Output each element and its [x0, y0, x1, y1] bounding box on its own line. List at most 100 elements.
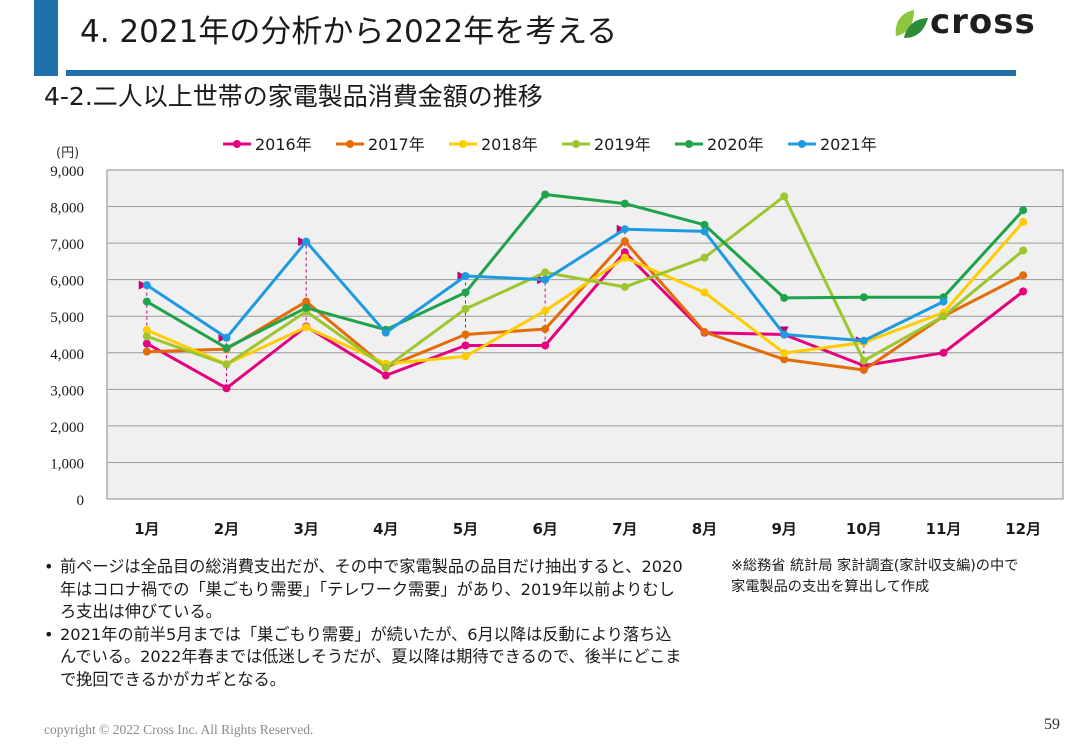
data-point [461, 341, 470, 350]
x-tick-label: 6月 [532, 520, 557, 538]
y-tick-label: 5,000 [50, 310, 84, 326]
data-point [461, 304, 470, 313]
legend-marker [798, 140, 806, 148]
logo-wordmark: cross [930, 2, 1036, 42]
data-point [222, 333, 231, 342]
legend-label: 2017年 [368, 135, 425, 154]
legend-label: 2021年 [820, 135, 877, 154]
data-point [381, 328, 390, 337]
leaf-logo-icon [895, 10, 928, 38]
bullet-note: 2021年の前半5月までは「巣ごもり需要」が続いたが、6月以降は反動により落ち込… [44, 624, 684, 692]
data-point [700, 220, 709, 229]
data-point [780, 293, 789, 302]
data-point [620, 225, 629, 234]
data-point [142, 281, 151, 290]
data-point [620, 199, 629, 208]
x-tick-label: 11月 [926, 520, 962, 538]
x-tick-label: 7月 [612, 520, 637, 538]
legend-marker [459, 140, 467, 148]
legend-label: 2018年 [481, 135, 538, 154]
plot-area [106, 169, 1064, 500]
data-point [142, 326, 151, 335]
data-point [142, 347, 151, 356]
data-point [620, 282, 629, 291]
x-tick-label: 12月 [1005, 520, 1041, 538]
data-point [302, 303, 311, 312]
data-point [541, 275, 550, 284]
title-accent-bar [34, 0, 58, 76]
data-point [939, 297, 948, 306]
data-point [302, 237, 311, 246]
data-point [859, 293, 868, 302]
y-tick-label: 1,000 [50, 456, 84, 472]
section-subtitle: 4-2.二人以上世帯の家電製品消費金額の推移 [44, 82, 543, 111]
data-point [1019, 206, 1028, 215]
series-line-2018年 [145, 220, 1025, 366]
data-point [222, 384, 231, 393]
y-tick-label: 4,000 [50, 347, 84, 363]
data-point [700, 227, 709, 236]
x-tick-label: 8月 [692, 520, 717, 538]
data-point [1019, 246, 1028, 255]
data-point [541, 341, 550, 350]
series-line-2020年 [145, 193, 1025, 350]
y-axis-unit-label: (円) [56, 146, 79, 161]
legend-label: 2020年 [707, 135, 764, 154]
x-tick-label: 9月 [771, 520, 796, 538]
data-point [859, 356, 868, 365]
data-point [461, 272, 470, 281]
data-point [541, 268, 550, 277]
legend-item: 2020年 [675, 135, 764, 154]
data-point [302, 297, 311, 306]
x-tick-label: 4月 [373, 520, 398, 538]
legend-marker [233, 140, 241, 148]
title-underline [66, 70, 1016, 76]
data-point [461, 288, 470, 297]
source-line: 家電製品の支出を算出して作成 [731, 579, 930, 595]
data-point [1019, 287, 1028, 296]
data-point [859, 336, 868, 345]
data-point [142, 332, 151, 341]
y-tick-label: 6,000 [50, 274, 84, 290]
data-point [222, 344, 231, 353]
commentary-bullets: 前ページは全品目の総消費支出だが、その中で家電製品の品目だけ抽出すると、2020… [44, 556, 684, 691]
y-tick-label: 3,000 [50, 383, 84, 399]
data-point [222, 360, 231, 369]
copyright: copyright © 2022 Cross Inc. All Rights R… [44, 722, 314, 737]
source-line: ※総務省 統計局 家計調査(家計収支編)の中で [731, 558, 1019, 574]
x-tick-label: 5月 [453, 520, 478, 538]
data-point [780, 330, 789, 339]
household-appliance-spending-chart: 2016年 2017年 2018年 2019年 2020年 2021年 (円) 0 1,00… [50, 135, 1064, 538]
data-point [700, 327, 709, 336]
x-tick-label: 1月 [134, 520, 159, 538]
series-line-2019年 [145, 194, 1025, 369]
data-point [142, 297, 151, 306]
y-tick-label: 7,000 [50, 237, 84, 253]
x-tick-label: 3月 [293, 520, 318, 538]
data-point [620, 253, 629, 262]
data-point [620, 248, 629, 257]
data-point [381, 371, 390, 380]
data-point [381, 363, 390, 372]
y-tick-label: 0 [77, 493, 85, 509]
data-point [620, 237, 629, 246]
legend-marker [685, 140, 693, 148]
legend-label: 2019年 [594, 135, 651, 154]
page-number: 59 [1044, 716, 1060, 733]
data-point [541, 306, 550, 315]
bullet-note: 前ページは全品目の総消費支出だが、その中で家電製品の品目だけ抽出すると、2020… [44, 556, 684, 624]
x-tick-label: 10月 [846, 520, 882, 538]
legend-item: 2019年 [562, 135, 651, 154]
data-point [461, 352, 470, 361]
data-point [142, 339, 151, 348]
data-point [541, 190, 550, 199]
legend-marker [572, 140, 580, 148]
legend-item: 2021年 [788, 135, 877, 154]
data-point [302, 323, 311, 332]
legend-marker [346, 140, 354, 148]
y-tick-label: 9,000 [50, 164, 84, 180]
data-point [780, 355, 789, 364]
data-point [939, 312, 948, 321]
y-tick-label: 8,000 [50, 201, 84, 217]
slide-title: 4. 2021年の分析から2022年を考える [80, 14, 618, 50]
